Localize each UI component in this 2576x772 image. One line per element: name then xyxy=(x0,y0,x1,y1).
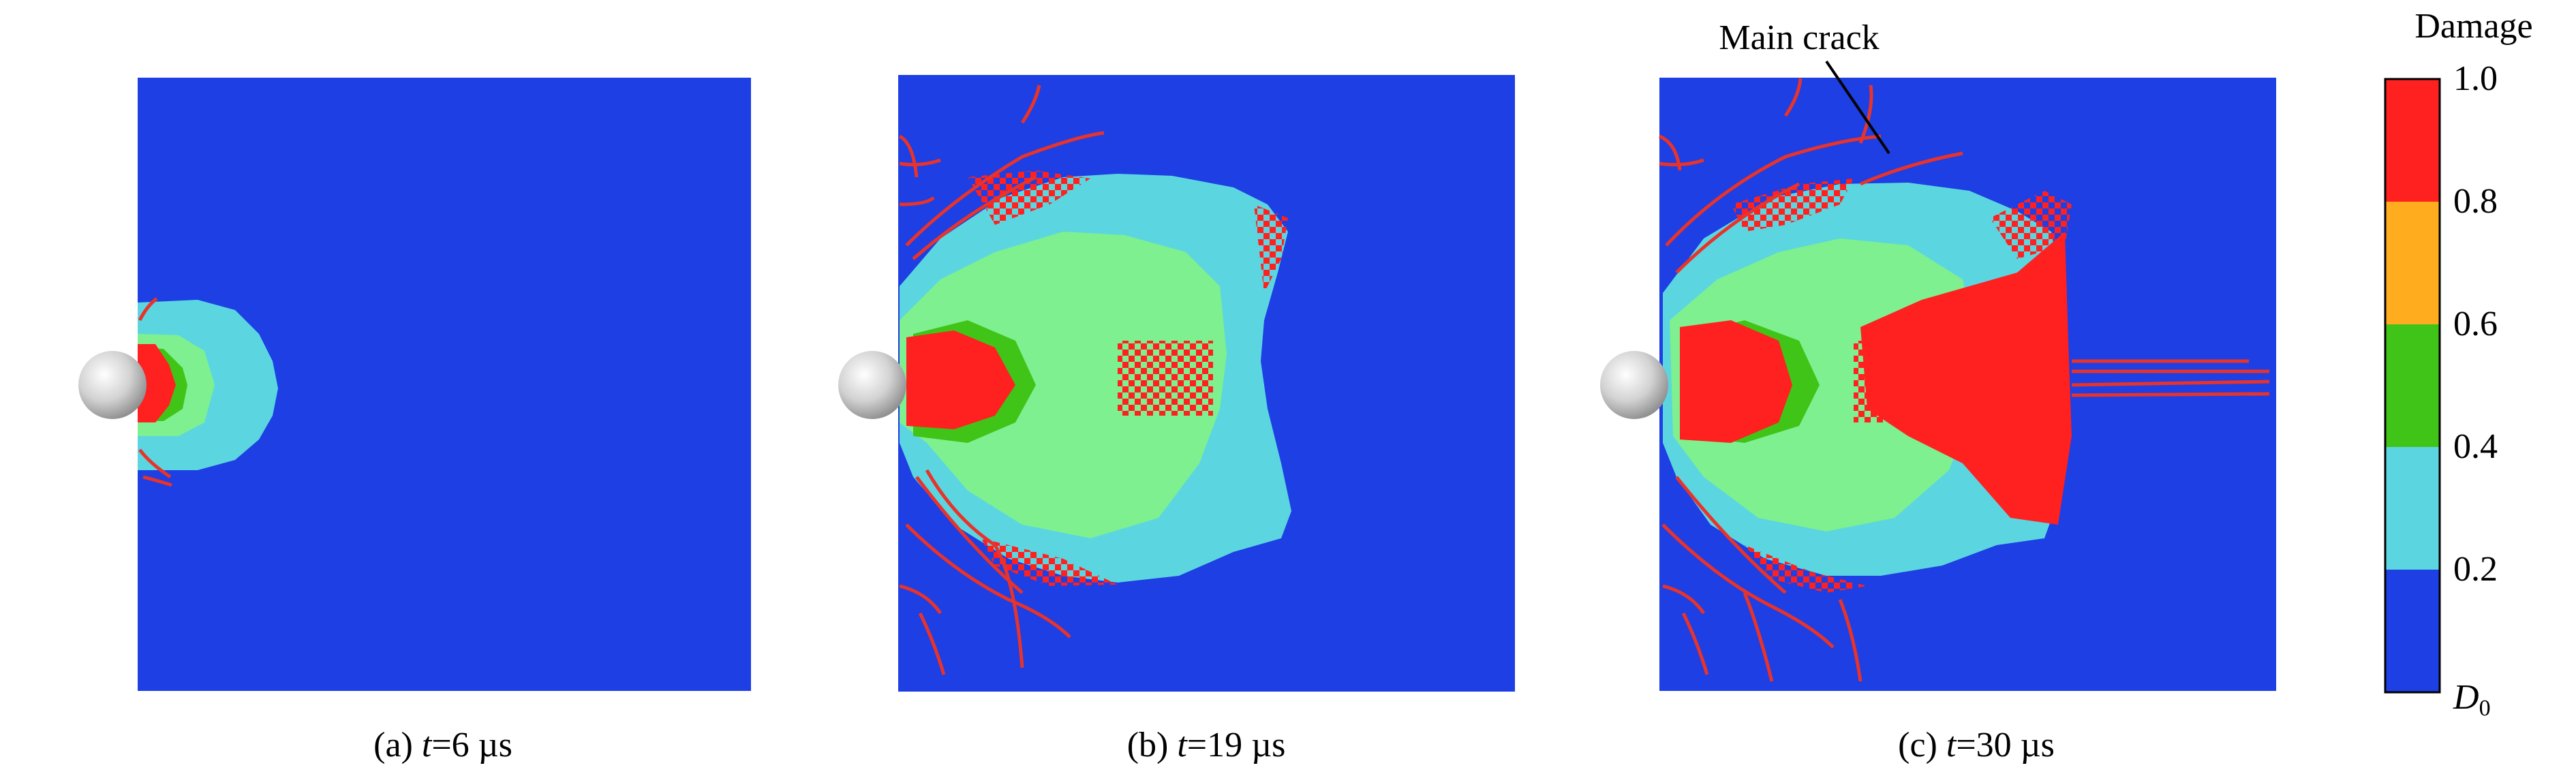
panel-a-caption: (a) t=6 µs xyxy=(373,726,512,765)
panel-a-cracks xyxy=(138,297,172,487)
panel-a-projectile xyxy=(78,351,147,419)
colorbar-tick-4: 0.4 xyxy=(2453,427,2498,466)
panel-b-caption: (b) t=19 µs xyxy=(1127,726,1286,765)
colorbar-band-4 xyxy=(2385,447,2440,570)
damage-colorbar: Damage 1.0 0.8 0.6 0.4 0.2 D0 xyxy=(2384,7,2533,721)
panel-a: (a) t=6 µs xyxy=(78,78,751,765)
colorbar-band-5 xyxy=(2385,570,2440,692)
panel-c-projectile xyxy=(1600,351,1668,419)
colorbar-frame xyxy=(2384,78,2441,694)
panel-c-caption: (c) t=30 µs xyxy=(1898,726,2055,765)
panel-c-cracks xyxy=(1658,78,2270,682)
panel-c-annotation: Main crack xyxy=(1719,18,1890,155)
main-crack-leader xyxy=(1825,60,1890,155)
colorbar-tick-1: 1.0 xyxy=(2453,59,2498,98)
panel-a-damage-zone xyxy=(138,300,278,470)
colorbar-tick-d0: D0 xyxy=(2453,678,2491,721)
main-crack-label: Main crack xyxy=(1719,18,1879,57)
colorbar-tick-2: 0.8 xyxy=(2453,182,2498,221)
colorbar-tick-5: 0.2 xyxy=(2453,550,2498,589)
colorbar-band-2 xyxy=(2385,202,2440,324)
panel-b-projectile xyxy=(838,351,906,419)
colorbar-title: Damage xyxy=(2414,7,2532,46)
panel-c: Main crack (c) t=30 µs xyxy=(1600,18,2276,765)
colorbar-band-3 xyxy=(2385,324,2440,447)
colorbar-tick-3: 0.6 xyxy=(2453,305,2498,343)
panel-c-damage-zone xyxy=(1663,179,2072,593)
panel-b-cracks xyxy=(898,84,1105,675)
colorbar-band-1 xyxy=(2385,79,2440,202)
panel-b: (b) t=19 µs xyxy=(838,75,1515,765)
panel-b-damage-zone xyxy=(900,170,1291,586)
